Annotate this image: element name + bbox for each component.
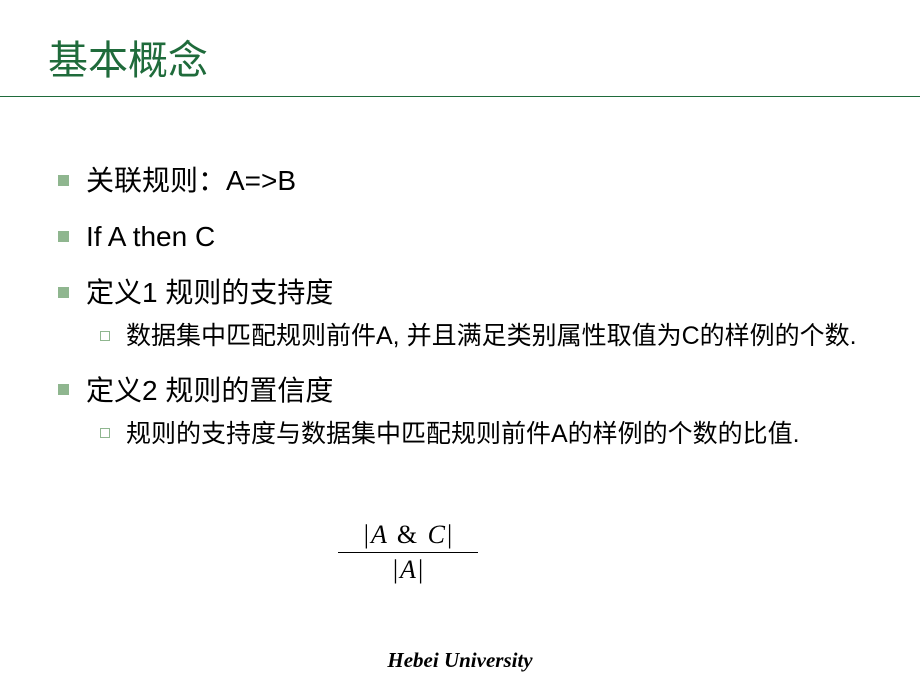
bullet-item: 关联规则：A=>B xyxy=(52,160,872,202)
bullet-text: 关联规则：A=>B xyxy=(86,165,296,196)
slide-footer: Hebei University xyxy=(0,648,920,673)
sub-bullet-list: 数据集中匹配规则前件A, 并且满足类别属性取值为C的样例的个数. xyxy=(86,318,872,356)
bullet-item: If A then C xyxy=(52,216,872,258)
slide-title: 基本概念 xyxy=(48,28,208,86)
slide: 基本概念 关联规则：A=>B If A then C 定义1 规则的支持度 数据… xyxy=(0,0,920,690)
var-c: C xyxy=(428,520,445,549)
sub-bullet-text: 数据集中匹配规则前件A, 并且满足类别属性取值为C的样例的个数. xyxy=(126,322,857,350)
sub-bullet-list: 规则的支持度与数据集中匹配规则前件A的样例的个数的比值. xyxy=(86,416,872,454)
var-a: A xyxy=(400,555,416,584)
confidence-formula: |A & C| |A| xyxy=(338,520,478,585)
bullet-text: 定义2 规则的置信度 xyxy=(86,375,333,406)
var-a: A xyxy=(371,520,386,549)
bullet-item: 定义2 规则的置信度 规则的支持度与数据集中匹配规则前件A的样例的个数的比值. xyxy=(52,370,872,454)
bullet-item: 定义1 规则的支持度 数据集中匹配规则前件A, 并且满足类别属性取值为C的样例的… xyxy=(52,272,872,356)
formula-numerator: |A & C| xyxy=(338,520,478,553)
bullet-text: If A then C xyxy=(86,221,215,252)
formula-denominator: |A| xyxy=(338,553,478,585)
op-and: & xyxy=(393,520,421,549)
bullet-list: 关联规则：A=>B If A then C 定义1 规则的支持度 数据集中匹配规… xyxy=(52,160,872,453)
slide-body: 关联规则：A=>B If A then C 定义1 规则的支持度 数据集中匹配规… xyxy=(52,160,872,467)
bullet-text: 定义1 规则的支持度 xyxy=(86,277,333,308)
sub-bullet-text: 规则的支持度与数据集中匹配规则前件A的样例的个数的比值. xyxy=(126,420,800,448)
title-underline xyxy=(0,96,920,97)
sub-bullet-item: 规则的支持度与数据集中匹配规则前件A的样例的个数的比值. xyxy=(86,416,872,454)
sub-bullet-item: 数据集中匹配规则前件A, 并且满足类别属性取值为C的样例的个数. xyxy=(86,318,872,356)
